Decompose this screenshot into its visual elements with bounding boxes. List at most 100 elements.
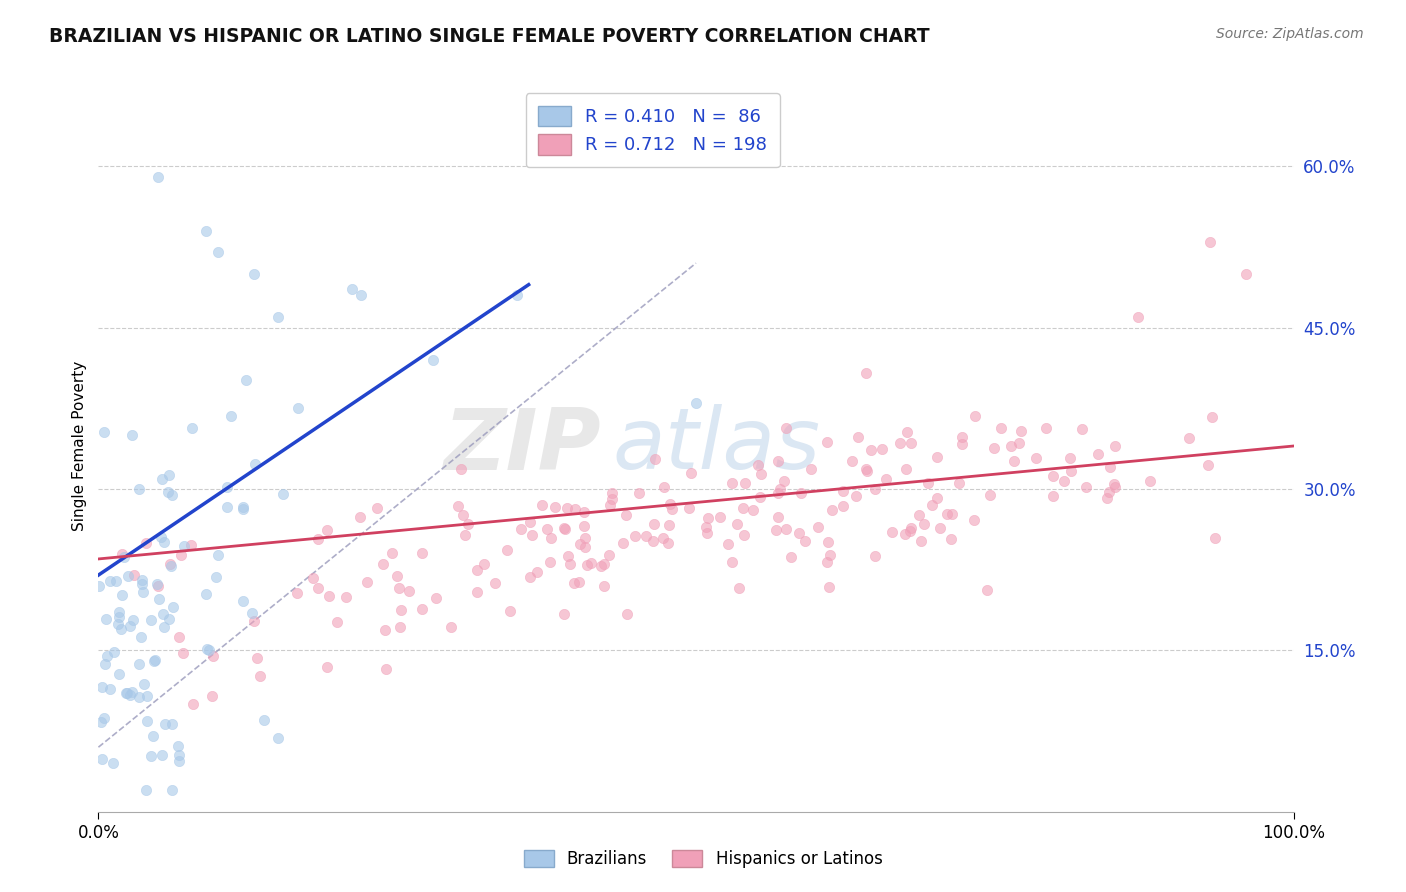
Point xyxy=(93,425,115,439)
Point xyxy=(201,649,224,664)
Point xyxy=(733,527,755,541)
Point xyxy=(152,607,174,621)
Point xyxy=(103,645,125,659)
Point xyxy=(90,680,112,694)
Point xyxy=(1199,235,1222,249)
Point xyxy=(939,533,962,547)
Point xyxy=(1059,451,1081,466)
Point xyxy=(205,569,228,583)
Point xyxy=(180,538,202,552)
Point xyxy=(1025,450,1047,465)
Point xyxy=(652,479,675,493)
Point xyxy=(121,428,143,442)
Point xyxy=(766,510,789,524)
Point xyxy=(526,565,548,579)
Point xyxy=(725,517,748,532)
Point xyxy=(285,586,308,600)
Point xyxy=(875,472,897,486)
Point xyxy=(766,453,789,467)
Point xyxy=(1060,464,1083,478)
Point xyxy=(644,452,666,467)
Point xyxy=(720,475,742,490)
Text: Source: ZipAtlas.com: Source: ZipAtlas.com xyxy=(1216,27,1364,41)
Point xyxy=(831,500,853,514)
Point xyxy=(150,748,173,763)
Point xyxy=(832,484,855,499)
Point xyxy=(128,657,150,671)
Point xyxy=(1087,447,1109,461)
Point xyxy=(243,615,266,629)
Point xyxy=(800,462,823,476)
Point xyxy=(159,558,181,572)
Point xyxy=(148,592,170,607)
Point xyxy=(457,517,479,532)
Point xyxy=(1053,474,1076,488)
Point xyxy=(1197,458,1219,472)
Point xyxy=(374,662,396,676)
Point xyxy=(135,536,157,550)
Point xyxy=(624,529,647,543)
Point xyxy=(98,574,121,589)
Point xyxy=(929,521,952,535)
Point xyxy=(94,612,117,626)
Point xyxy=(733,500,755,515)
Point xyxy=(1042,490,1064,504)
Point xyxy=(170,549,193,563)
Point xyxy=(540,531,562,545)
Point xyxy=(197,642,219,657)
Point xyxy=(616,607,638,621)
Point xyxy=(467,585,489,599)
Point xyxy=(1008,436,1031,450)
Point xyxy=(696,511,718,525)
Point xyxy=(553,521,575,535)
Point xyxy=(557,549,579,563)
Point xyxy=(388,581,411,595)
Point xyxy=(207,548,229,562)
Point xyxy=(820,503,842,517)
Point xyxy=(558,557,581,571)
Point xyxy=(243,267,266,281)
Point xyxy=(173,539,195,553)
Point xyxy=(1002,454,1025,468)
Point xyxy=(657,535,679,549)
Point xyxy=(141,613,163,627)
Point xyxy=(567,574,589,589)
Point xyxy=(1010,425,1032,439)
Point xyxy=(685,396,707,410)
Point xyxy=(115,686,138,700)
Point xyxy=(815,555,838,569)
Point xyxy=(1098,485,1121,500)
Point xyxy=(411,546,433,560)
Point xyxy=(979,488,1001,502)
Point xyxy=(643,533,665,548)
Point xyxy=(156,485,179,500)
Point xyxy=(1035,421,1057,435)
Point xyxy=(110,622,132,636)
Point xyxy=(1104,438,1126,452)
Point xyxy=(531,499,554,513)
Point xyxy=(925,450,948,464)
Point xyxy=(167,748,190,763)
Point xyxy=(235,373,257,387)
Point xyxy=(1177,431,1199,445)
Point xyxy=(741,503,763,517)
Point xyxy=(749,491,772,505)
Point xyxy=(658,517,681,532)
Point xyxy=(1102,476,1125,491)
Point xyxy=(600,486,623,500)
Point xyxy=(749,467,772,482)
Point xyxy=(860,442,883,457)
Point xyxy=(765,523,787,537)
Point xyxy=(447,499,470,513)
Point xyxy=(148,579,170,593)
Point xyxy=(160,783,183,797)
Point xyxy=(335,590,357,604)
Point xyxy=(941,507,963,521)
Point xyxy=(1071,422,1094,436)
Point xyxy=(983,441,1005,455)
Point xyxy=(696,526,718,541)
Point xyxy=(950,430,973,444)
Point xyxy=(593,558,616,572)
Point xyxy=(612,536,634,550)
Point xyxy=(131,574,153,588)
